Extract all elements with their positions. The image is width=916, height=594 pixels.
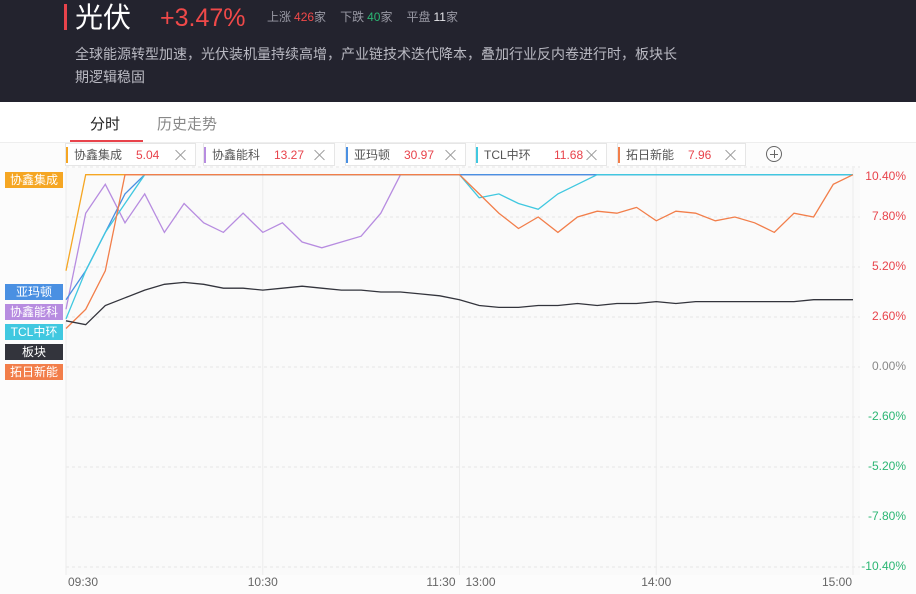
chip-color (476, 147, 478, 163)
remove-button[interactable] (586, 149, 598, 161)
chip-name: 协鑫集成 (74, 148, 123, 162)
x-tick-label: 15:00 (822, 575, 852, 589)
x-tick-label: 09:30 (68, 575, 98, 589)
y-tick-label: 7.80% (872, 209, 906, 223)
accent-bar (64, 4, 67, 30)
sector-title: 光伏 (75, 2, 132, 33)
chip-name: TCL中环 (484, 148, 531, 162)
add-stock-button[interactable] (766, 146, 782, 162)
series-line (65, 281, 853, 326)
chip-price: 5.04 (136, 148, 160, 162)
stat-count: 426 (294, 10, 315, 24)
y-tick-label: -7.80% (868, 509, 906, 523)
stat-label: 平盘 (406, 10, 431, 24)
x-tick-label: 11:30 (426, 575, 455, 589)
stat-unit: 家 (314, 10, 327, 24)
header: 光伏 +3.47% 上涨 426家 下跌 40家 平盘 11家 全球能源转型加速，光伏装机… (0, 0, 916, 102)
chip-price: 7.96 (688, 148, 712, 162)
series-tag-label: 亚玛顿 (16, 285, 52, 299)
chip-color (204, 147, 206, 163)
y-tick-label: 10.40% (865, 169, 906, 183)
stat-unit: 家 (445, 10, 458, 24)
chip-color (66, 147, 68, 163)
stock-chip: 拓日新能 7.96 (617, 143, 746, 166)
chip-price: 30.97 (404, 148, 435, 162)
chip-price: 11.68 (554, 148, 584, 162)
stock-chip: 亚玛顿 30.97 (345, 143, 466, 166)
remove-button[interactable] (175, 149, 187, 161)
series-tag (5, 284, 63, 300)
stat-group: 平盘 11家 (406, 10, 458, 24)
series-tag (5, 304, 63, 320)
y-tick-label: -10.40% (861, 559, 906, 573)
series-line (65, 174, 854, 329)
tab-bar: 分时 历史走势 (0, 102, 916, 143)
tab-underline (70, 140, 143, 142)
series-tag-label: 拓日新能 (10, 364, 58, 379)
tab[interactable]: 历史走势 (157, 116, 218, 133)
stat-unit: 家 (380, 10, 393, 24)
series-tag-label: 板块 (22, 345, 46, 359)
y-tick-label: -2.60% (868, 409, 906, 423)
series-tag (5, 324, 63, 340)
series-tag (5, 172, 63, 188)
series-tag (5, 344, 63, 360)
breadth-stats: 上涨 426家 下跌 40家 平盘 11家 (267, 9, 472, 25)
stat-group: 上涨 426家 (267, 10, 326, 24)
series-tag-label: 协鑫集成 (10, 172, 58, 187)
stock-chip: 协鑫能科 13.27 (203, 143, 335, 166)
y-tick-label: -5.20% (868, 459, 906, 473)
y-tick-label: 5.20% (872, 259, 906, 273)
stat-group: 下跌 40家 (340, 10, 392, 24)
stat-label: 上涨 (267, 10, 292, 24)
chip-name: 亚玛顿 (354, 148, 391, 162)
sector-change: +3.47% (160, 4, 246, 32)
series-tag-label: 协鑫能科 (10, 304, 58, 319)
y-tick-label: 0.00% (872, 359, 906, 373)
sector-description: 全球能源转型加速，光伏装机量持续高增，产业链技术迭代降本，叠加行业反内卷进行时，… (75, 46, 677, 85)
chip-color (346, 147, 348, 163)
chip-name: 协鑫能科 (212, 148, 261, 162)
remove-button[interactable] (445, 149, 457, 161)
chip-color (618, 147, 620, 163)
chip-price: 13.27 (274, 148, 305, 162)
x-tick-label: 13:00 (466, 575, 496, 589)
series-tag-label: TCL中环 (11, 324, 58, 339)
chip-name: 拓日新能 (626, 148, 675, 162)
tab[interactable]: 分时 (90, 116, 121, 133)
plot-area (66, 168, 860, 575)
stat-label: 下跌 (340, 10, 365, 24)
stock-chip: TCL中环 11.68 (475, 143, 607, 166)
stat-count: 40 (367, 10, 381, 24)
remove-button[interactable] (725, 149, 737, 161)
remove-button[interactable] (314, 149, 326, 161)
stat-count: 11 (433, 10, 446, 24)
x-tick-label: 14:00 (641, 575, 671, 589)
x-tick-label: 10:30 (248, 575, 278, 589)
stock-chip: 协鑫集成 5.04 (65, 143, 196, 166)
y-tick-label: 2.60% (872, 309, 906, 323)
series-tag (5, 364, 63, 380)
